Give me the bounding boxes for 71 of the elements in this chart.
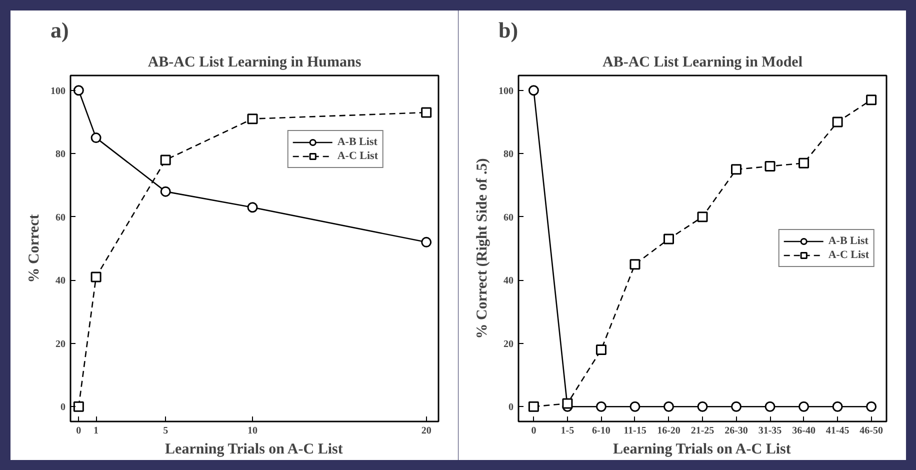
y-axis-title: % Correct <box>26 214 42 283</box>
y-tick-label: 20 <box>56 338 66 350</box>
point <box>764 161 776 172</box>
x-tick-label: 16-20 <box>657 426 680 436</box>
point <box>832 401 843 412</box>
y-tick-label: 80 <box>504 149 514 160</box>
x-tick-label: 0 <box>531 426 536 436</box>
point <box>73 85 84 96</box>
point <box>764 401 776 412</box>
chart-title: AB-AC List Learning in Model <box>602 54 803 70</box>
x-tick-label: 41-45 <box>826 426 850 436</box>
y-axis-title: % Correct (Right Side of .5) <box>474 158 490 339</box>
point <box>731 164 742 175</box>
legend-label: A-B List <box>337 135 378 149</box>
point <box>596 344 606 355</box>
y-tick-label: 100 <box>498 86 514 97</box>
legend-label: A-C List <box>828 248 869 262</box>
x-tick-label: 0 <box>76 426 82 436</box>
y-tick-label: 40 <box>504 276 514 287</box>
point <box>528 85 539 96</box>
x-tick-label: 1-5 <box>560 426 574 436</box>
y-tick-label: 0 <box>508 402 514 414</box>
x-axis-title: Learning Trials on A-C List <box>165 442 343 458</box>
y-tick-label: 40 <box>56 276 66 287</box>
point <box>596 401 606 412</box>
point <box>798 401 810 412</box>
point <box>630 401 640 412</box>
x-tick-label: 20 <box>421 426 432 436</box>
point <box>832 116 843 128</box>
x-tick-label: 21-25 <box>690 426 714 436</box>
point <box>697 401 708 412</box>
x-tick-label: 46-50 <box>860 426 883 436</box>
point <box>866 401 877 412</box>
point <box>663 234 674 244</box>
point <box>630 259 640 270</box>
x-tick-label: 10 <box>248 426 258 436</box>
point <box>421 107 432 118</box>
point <box>421 236 432 248</box>
point <box>160 154 171 166</box>
x-tick-label: 36-40 <box>792 426 816 436</box>
y-tick-label: 80 <box>56 149 66 160</box>
x-tick-label: 6-10 <box>592 426 610 436</box>
chart-title: AB-AC List Learning in Humans <box>148 54 362 70</box>
x-tick-label: 26-30 <box>724 426 748 436</box>
point <box>247 202 258 213</box>
x-tick-label: 11-15 <box>624 426 646 436</box>
point <box>798 158 810 168</box>
x-tick-label: 1 <box>94 426 99 436</box>
text: a) <box>50 18 69 42</box>
y-tick-label: 0 <box>60 402 66 414</box>
point <box>663 401 674 412</box>
point <box>160 186 171 197</box>
point <box>247 114 258 124</box>
point <box>866 94 877 106</box>
point <box>697 212 708 222</box>
x-axis-title: Learning Trials on A-C List <box>613 442 791 458</box>
point <box>731 401 742 412</box>
y-tick-label: 60 <box>56 212 66 224</box>
point <box>562 398 573 409</box>
y-tick-label: 20 <box>504 338 514 350</box>
x-tick-label: 5 <box>163 426 168 436</box>
point <box>90 272 102 282</box>
point <box>73 401 84 412</box>
text: b) <box>498 18 518 42</box>
y-tick-label: 100 <box>50 86 66 97</box>
y-tick-label: 60 <box>504 212 514 224</box>
point <box>90 132 102 144</box>
legend-label: A-C List <box>337 149 378 163</box>
point <box>528 401 539 412</box>
x-tick-label: 31-35 <box>758 426 782 436</box>
legend-label: A-B List <box>828 234 868 248</box>
